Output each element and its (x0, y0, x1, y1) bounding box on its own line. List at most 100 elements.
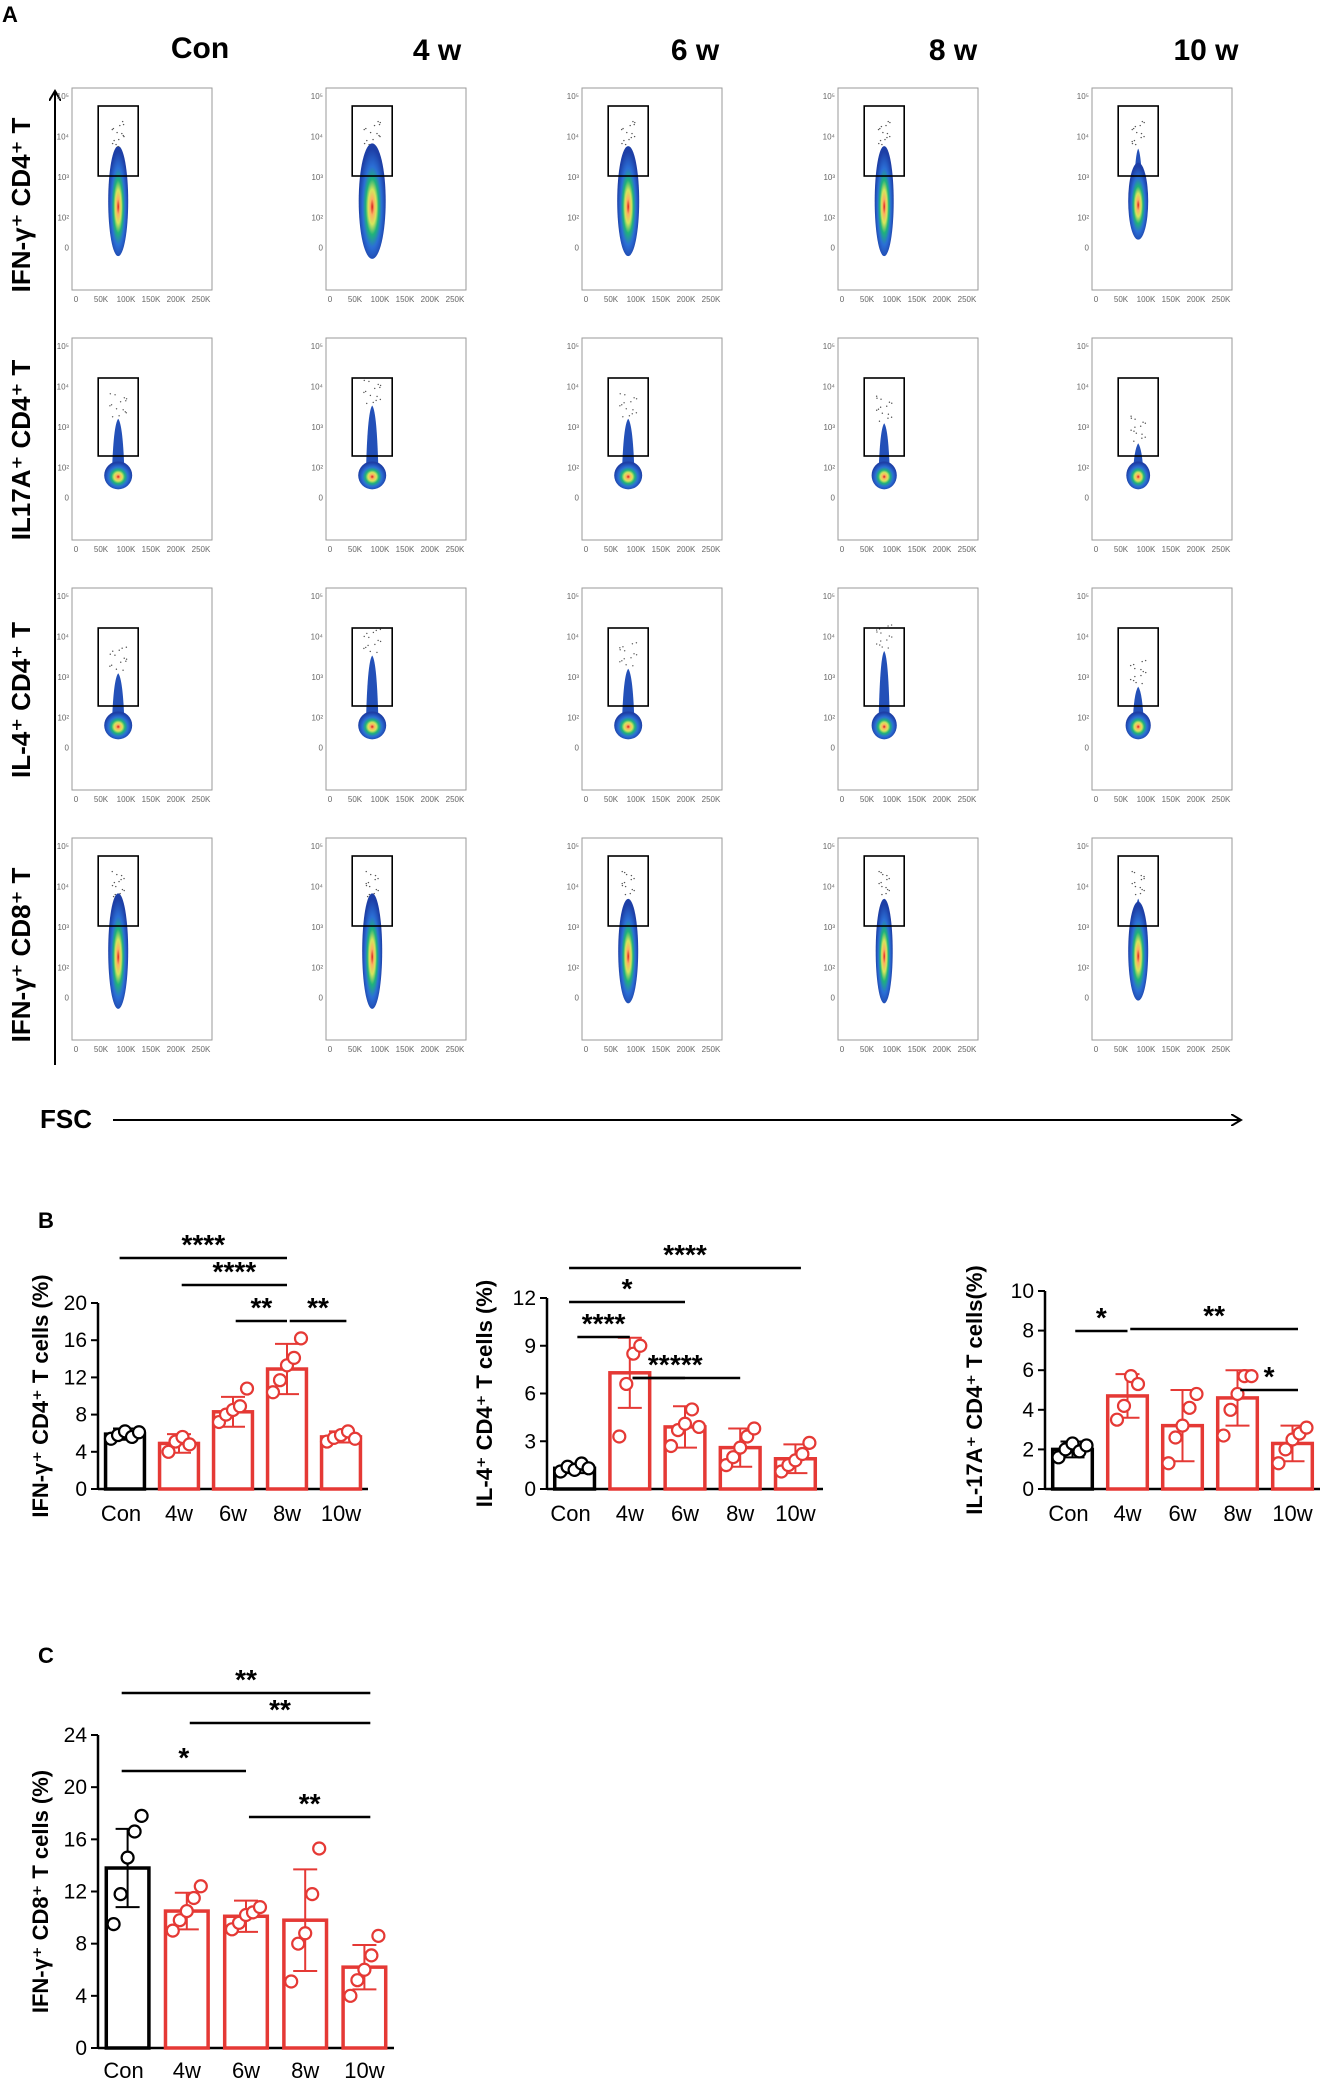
gate-box (351, 855, 394, 927)
flow-ytick-label: 10² (823, 963, 835, 972)
flow-event-dot (111, 870, 113, 873)
flow-ytick-label: 0 (1085, 994, 1090, 1003)
flow-event-dot (373, 892, 375, 895)
data-point (581, 1461, 596, 1476)
flow-event-dot (111, 416, 114, 418)
flow-event-dot (366, 895, 369, 898)
category-label-10w: 10w (321, 1501, 361, 1526)
flow-ytick-label: 10³ (567, 173, 579, 182)
flow-xtick-label: 100K (627, 545, 646, 554)
flow-event-dot (374, 874, 377, 877)
data-point (1216, 1428, 1231, 1443)
flow-ytick-label: 10³ (57, 923, 69, 932)
flow-ytick-label: 0 (65, 744, 70, 753)
flow-density-blob (358, 461, 387, 490)
y-tick-label: 0 (524, 1478, 536, 1501)
y-tick-label: 2 (1022, 1438, 1034, 1461)
flow-event-dot (365, 870, 367, 873)
flow-xtick-label: 150K (652, 295, 671, 304)
flow-event-dot (885, 124, 887, 127)
data-point (1175, 1418, 1190, 1433)
flow-event-dot (366, 632, 368, 635)
flow-xtick-label: 150K (1162, 295, 1181, 304)
flow-event-dot (368, 143, 370, 146)
data-point (1130, 1376, 1146, 1392)
flow-ytick-label: 10³ (1077, 423, 1089, 432)
y-tick-label: 12 (64, 1366, 87, 1389)
flow-event-dot (363, 128, 365, 131)
flow-event-dot (114, 654, 116, 656)
gate-box (607, 105, 650, 177)
column-header-con: Con (171, 32, 229, 65)
significance-label: * (1264, 1361, 1275, 1392)
gate-box (351, 627, 394, 707)
flow-event-dot (1139, 425, 1142, 427)
flow-event-dot (890, 624, 893, 626)
flow-event-dot (628, 415, 631, 417)
y-tick-label: 6 (1022, 1359, 1034, 1382)
data-point (284, 1974, 299, 1989)
flow-event-dot (888, 877, 890, 880)
flow-xtick-label: 100K (371, 295, 390, 304)
flow-event-dot (369, 131, 372, 134)
data-point (312, 1841, 327, 1856)
gate-box (351, 105, 394, 177)
data-point (747, 1421, 762, 1436)
y-tick-label: 8 (1022, 1320, 1034, 1343)
flow-xtick-label: 200K (167, 795, 186, 804)
data-point (298, 1926, 313, 1941)
flow-xtick-label: 100K (883, 545, 902, 554)
flow-plot: 10⁵ 10⁴ 10³ 10² 0 0 50K 100K 150K 200K 250K (57, 587, 213, 804)
flow-event-dot (1133, 139, 1136, 142)
flow-event-dot (630, 401, 632, 403)
data-point (305, 1887, 320, 1902)
flow-ytick-label: 10² (567, 963, 579, 972)
flow-event-dot (621, 142, 623, 145)
flow-event-dot (880, 640, 882, 642)
data-point (612, 1429, 627, 1444)
data-point (364, 1948, 379, 1963)
flow-ytick-label: 10⁴ (567, 632, 580, 641)
flow-ytick-label: 10⁴ (823, 882, 836, 891)
y-axis-label: IL-17A⁺ CD4⁺ T cells(%) (962, 1265, 987, 1514)
flow-xtick-label: 200K (167, 295, 186, 304)
flow-event-dot (377, 639, 379, 642)
flow-density-blob (871, 711, 897, 740)
y-tick-label: 0 (75, 2037, 87, 2060)
bar-chart-b1: 0 4 8 12 16 20 IFN-γ⁺ CD4⁺ T cells (%) Con 4w 6w 8… (28, 1229, 368, 1526)
flow-plot-frame (71, 337, 213, 541)
flow-plot-frame (581, 337, 723, 541)
flow-xtick-label: 0 (328, 1045, 333, 1054)
flow-ytick-label: 10² (57, 463, 69, 472)
flow-event-dot (629, 124, 631, 127)
flow-event-dot (625, 873, 628, 876)
flow-event-dot (377, 877, 379, 880)
flow-xtick-label: 100K (371, 795, 390, 804)
flow-event-dot (886, 132, 889, 135)
y-tick-label: 12 (64, 1881, 87, 1904)
data-point (619, 1376, 634, 1392)
flow-ytick-label: 10² (1077, 213, 1089, 222)
flow-event-dot (111, 128, 114, 131)
flow-event-dot (365, 882, 367, 885)
flow-event-dot (1133, 881, 1136, 884)
significance-label: **** (663, 1239, 707, 1270)
flow-event-dot (622, 646, 624, 648)
flow-event-dot (624, 885, 627, 888)
flow-ytick-label: 10⁴ (823, 132, 836, 141)
flow-xtick-label: 200K (933, 795, 952, 804)
flow-ytick-label: 10² (567, 463, 579, 472)
flow-density-blob (1128, 901, 1149, 1001)
flow-density-blob (614, 711, 643, 740)
gate-box (1117, 627, 1159, 707)
flow-xtick-label: 100K (627, 1045, 646, 1054)
data-point (252, 1900, 268, 1915)
gate-box (97, 627, 139, 707)
flow-density-tail (365, 405, 379, 476)
flow-event-dot (123, 397, 126, 399)
category-label-10w: 10w (344, 2058, 384, 2083)
y-tick-label: 20 (64, 1292, 87, 1315)
flow-event-dot (1130, 417, 1133, 419)
gate-box (1117, 105, 1159, 177)
flow-event-dot (372, 138, 374, 141)
